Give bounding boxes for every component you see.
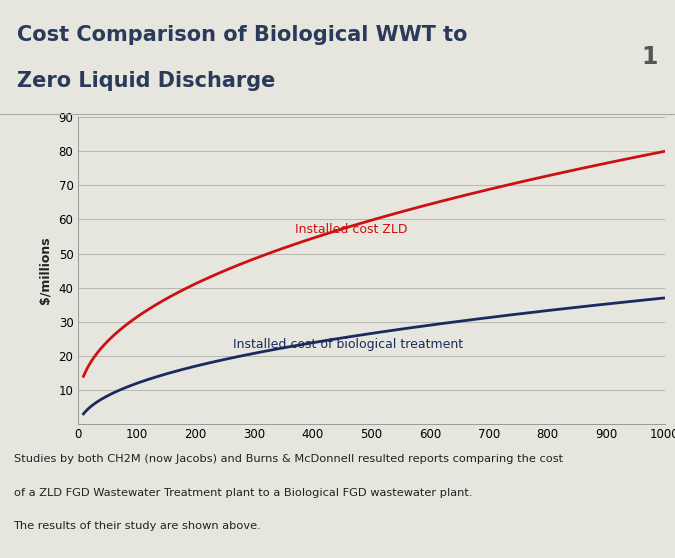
Text: The results of their study are shown above.: The results of their study are shown abo… xyxy=(14,521,261,531)
Text: 1: 1 xyxy=(642,45,658,69)
Text: Zero Liquid Discharge: Zero Liquid Discharge xyxy=(17,71,275,91)
Text: of a ZLD FGD Wastewater Treatment plant to a Biological FGD wastewater plant.: of a ZLD FGD Wastewater Treatment plant … xyxy=(14,488,472,498)
Text: Cost Comparison of Biological WWT to: Cost Comparison of Biological WWT to xyxy=(17,25,467,45)
Text: Installed cost ZLD: Installed cost ZLD xyxy=(295,223,408,235)
Text: Installed cost of biological treatment: Installed cost of biological treatment xyxy=(234,338,463,351)
Text: Studies by both CH2M (now Jacobs) and Burns & McDonnell resulted reports compari: Studies by both CH2M (now Jacobs) and Bu… xyxy=(14,454,563,464)
Y-axis label: $/millions: $/millions xyxy=(38,237,52,305)
